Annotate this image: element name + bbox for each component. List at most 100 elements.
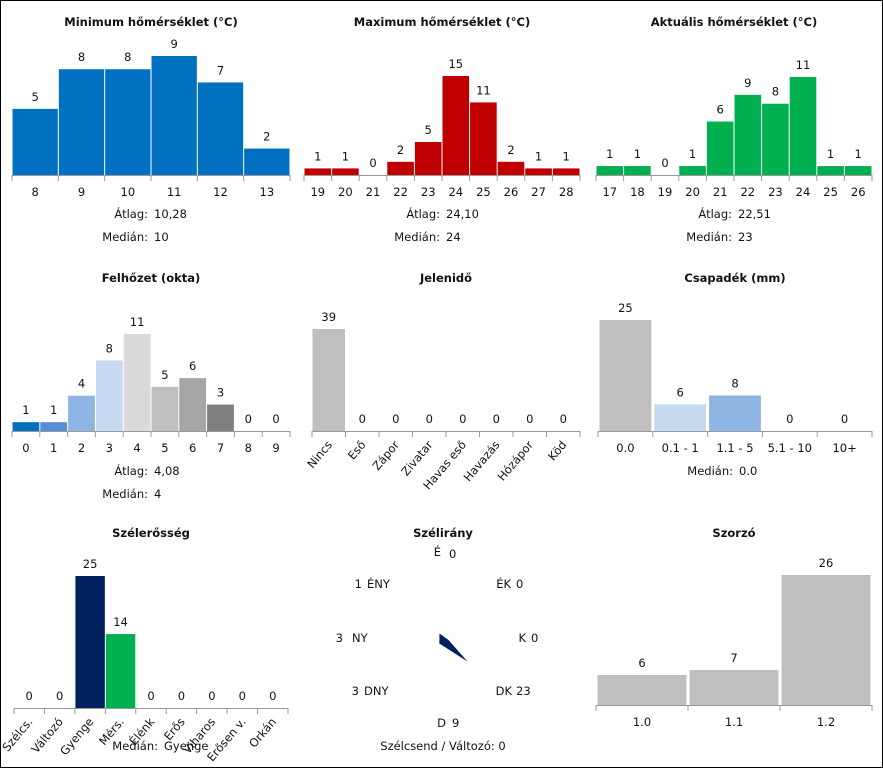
category-label: 25 xyxy=(476,185,491,199)
bar-13 xyxy=(244,148,290,175)
data-label: 0 xyxy=(56,689,63,703)
data-label: 39 xyxy=(321,310,336,324)
data-label: 1 xyxy=(689,147,696,161)
bar-24 xyxy=(442,76,470,175)
bar-3 xyxy=(95,360,123,431)
data-label: 0 xyxy=(208,689,215,703)
stat-value: 0.0 xyxy=(739,464,757,478)
chart-mult: Szorzó 6 1.0 7 1.1 26 1.2 xyxy=(595,526,873,729)
bar-0 xyxy=(12,422,40,431)
chart-precip: Csapadék (mm) 25 0.0 6 0.1 - 1 8 1.1 - 5 0 5.1 -… xyxy=(597,271,873,478)
data-label: 6 xyxy=(189,359,196,373)
bar-26 xyxy=(497,161,525,175)
category-label: 25 xyxy=(823,185,838,199)
stat-value: 23 xyxy=(738,230,753,244)
bar-24 xyxy=(789,77,817,175)
category-label: 5 xyxy=(161,441,168,455)
data-label: 14 xyxy=(113,615,128,629)
direction-label: É xyxy=(434,544,441,559)
data-label: 0 xyxy=(426,412,433,426)
category-label: 8 xyxy=(32,185,39,199)
data-label: 1 xyxy=(634,147,641,161)
category-label: 1.2 xyxy=(817,715,835,729)
chart-cloud: Felhőzet (okta)101142831145566370809Átla… xyxy=(11,271,291,501)
data-label: 0 xyxy=(493,412,500,426)
direction-label: DNY xyxy=(364,684,389,698)
data-label: 8 xyxy=(731,376,738,390)
category-label: 11 xyxy=(167,185,182,199)
category-label: Orkán xyxy=(246,715,279,750)
stat-value: 24 xyxy=(446,230,461,244)
bar-5 xyxy=(151,386,179,431)
data-label: 1 xyxy=(342,149,349,163)
data-label: 7 xyxy=(217,63,224,77)
chart-title: Szélerősség xyxy=(112,526,190,540)
bar-1.2 xyxy=(781,575,871,705)
category-label: 19 xyxy=(310,185,325,199)
bar-1.0 xyxy=(597,675,687,705)
stat-label: Medián: xyxy=(687,464,733,478)
data-label: 1 xyxy=(22,403,29,417)
bar-20 xyxy=(332,168,359,175)
category-label: 2 xyxy=(78,441,85,455)
bar-2 xyxy=(68,395,95,431)
bar-8 xyxy=(12,108,58,175)
data-label: 1 xyxy=(563,149,570,163)
bar-0.1 - 1 xyxy=(654,404,707,431)
category-label: Nincs xyxy=(304,438,335,471)
category-label: 0.1 - 1 xyxy=(662,441,699,455)
category-label: 7 xyxy=(217,441,224,455)
category-label: 9 xyxy=(272,441,279,455)
wind-direction-arrow xyxy=(439,633,468,662)
category-label: Gyenge xyxy=(57,715,96,758)
direction-label: ÉNY xyxy=(367,576,391,591)
bar-17 xyxy=(596,166,624,175)
data-label: 25 xyxy=(618,301,633,315)
direction-value: 0 xyxy=(516,577,523,591)
category-label: 3 xyxy=(106,441,113,455)
chart-title: Jelenidő xyxy=(419,271,472,285)
stat-value: 24,10 xyxy=(446,207,479,221)
direction-label: ÉK xyxy=(496,576,511,591)
category-label: 21 xyxy=(713,185,728,199)
stat-value: 10,28 xyxy=(154,207,187,221)
category-label: 0.0 xyxy=(616,441,634,455)
stat-label: Medián: xyxy=(686,230,732,244)
direction-value: 0 xyxy=(449,547,456,561)
stat-value: 4 xyxy=(154,487,161,501)
data-label: 0 xyxy=(526,412,533,426)
category-label: 1.1 xyxy=(725,715,743,729)
bar-7 xyxy=(207,404,234,431)
direction-label: K xyxy=(518,631,526,645)
category-label: 20 xyxy=(338,185,353,199)
direction-value: 23 xyxy=(516,684,531,698)
category-label: 27 xyxy=(531,185,546,199)
data-label: 8 xyxy=(106,341,113,355)
chart-title: Maximum hőmérséklet (°C) xyxy=(354,15,531,29)
data-label: 0 xyxy=(369,156,376,170)
category-label: 0 xyxy=(22,441,29,455)
category-label: Zápor xyxy=(369,438,402,473)
bar-Mérs. xyxy=(105,634,136,708)
stat-label: Átlag: xyxy=(114,463,148,478)
data-label: 15 xyxy=(448,57,463,71)
chart-max: Maximum hőmérséklet (°C)1191200212225231… xyxy=(303,15,581,244)
bar-22 xyxy=(734,94,762,175)
stat-label: Medián: xyxy=(394,230,440,244)
stat-value: 22,51 xyxy=(738,207,771,221)
data-label: 11 xyxy=(796,58,811,72)
category-label: Eső xyxy=(345,438,369,463)
bar-0.0 xyxy=(599,320,652,431)
data-label: 1 xyxy=(606,147,613,161)
data-label: 0 xyxy=(459,412,466,426)
data-label: 0 xyxy=(392,412,399,426)
bar-4 xyxy=(123,334,151,431)
stat-label: Medián: xyxy=(102,230,148,244)
data-label: 5 xyxy=(32,90,39,104)
category-label: 18 xyxy=(630,185,645,199)
category-label: 9 xyxy=(78,185,85,199)
data-label: 6 xyxy=(717,103,724,117)
direction-label: DK xyxy=(496,684,513,698)
data-label: 8 xyxy=(124,50,131,64)
